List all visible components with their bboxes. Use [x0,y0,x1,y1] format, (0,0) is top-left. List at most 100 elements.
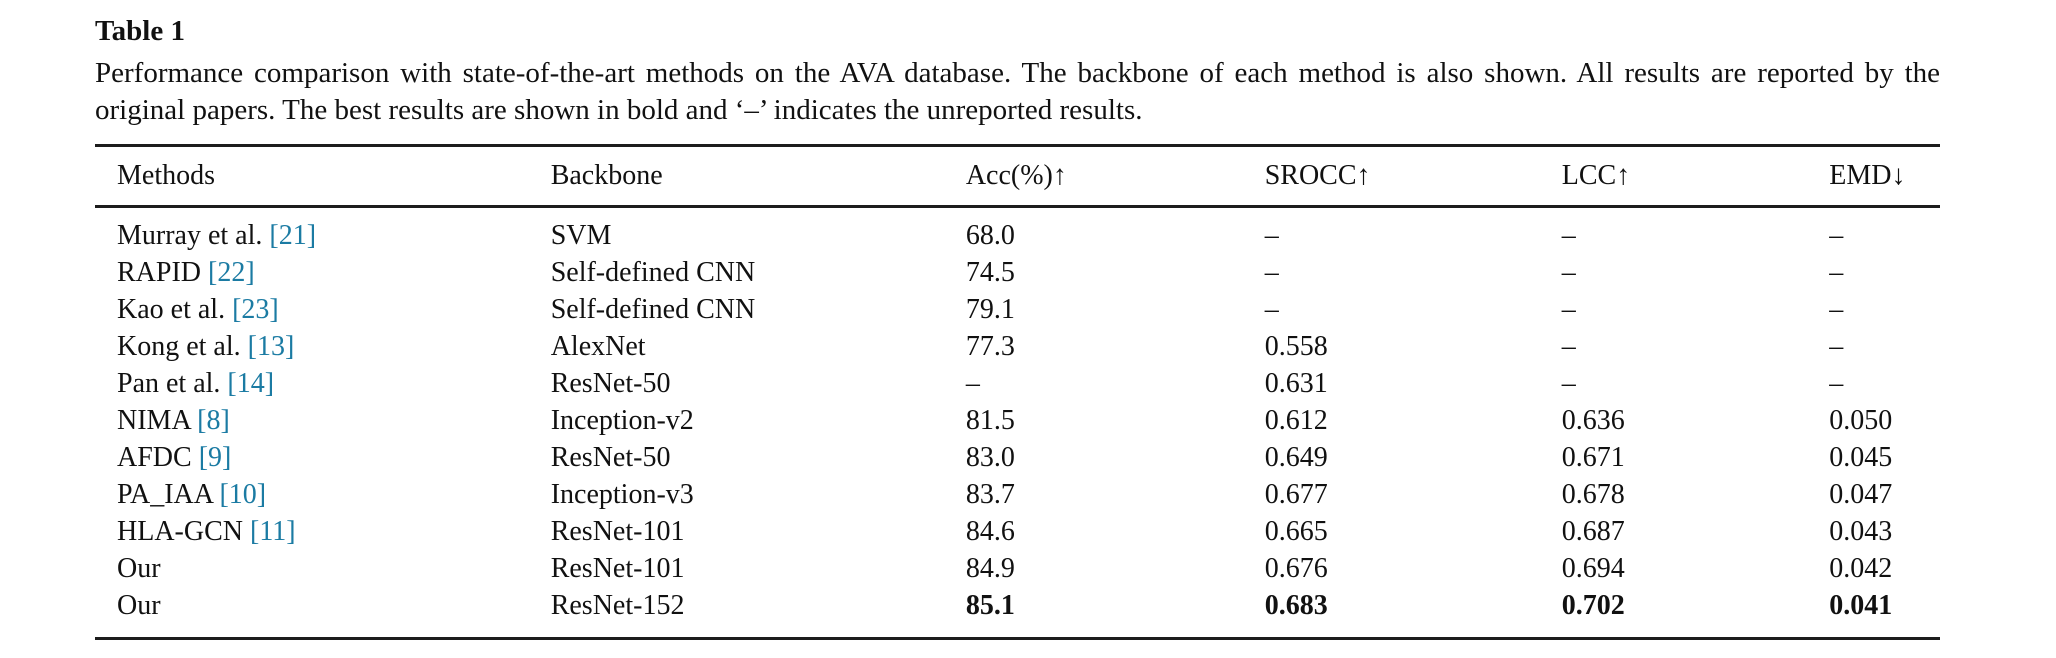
citation-link[interactable]: [22] [208,257,255,288]
table-row: NIMA [8] Inception-v2 81.5 0.612 0.636 0… [95,402,1940,439]
table-row: AFDC [9] ResNet-50 83.0 0.649 0.671 0.04… [95,439,1940,476]
paper-table-block: Table 1 Performance comparison with stat… [95,14,1940,640]
cell-backbone: Inception-v2 [550,405,694,436]
cell-acc: 84.6 [965,516,1015,547]
cell-emd: 0.043 [1829,516,1893,547]
cell-emd: 0.050 [1829,405,1893,436]
citation-link[interactable]: [10] [219,479,267,510]
cell-lcc: 0.702 [1561,590,1625,621]
citation-link[interactable]: [14] [227,368,275,399]
cell-emd: – [1829,368,1844,399]
cell-lcc: – [1561,220,1576,251]
method-name: Pan et al. [117,368,221,399]
cell-srocc: 0.631 [1264,368,1328,399]
col-header-acc: Acc(%)↑ [965,145,1265,208]
col-header-lcc: LCC↑ [1561,145,1830,208]
cell-srocc: – [1264,220,1279,251]
cell-srocc: 0.612 [1264,405,1328,436]
cell-lcc: 0.694 [1561,553,1625,584]
cell-backbone: ResNet-101 [550,553,685,584]
cell-backbone: ResNet-50 [550,368,671,399]
cell-srocc: 0.665 [1264,516,1328,547]
cell-lcc: – [1561,257,1576,288]
table-row: Murray et al. [21] SVM 68.0 – – – [95,207,1940,255]
table-row: HLA-GCN [11] ResNet-101 84.6 0.665 0.687… [95,513,1940,550]
citation-link[interactable]: [9] [198,442,232,473]
cell-backbone: Self-defined CNN [550,257,756,288]
cell-emd: – [1829,257,1844,288]
citation-link[interactable]: [21] [269,220,317,251]
cell-lcc: 0.687 [1561,516,1625,547]
method-name: PA_IAA [117,479,213,510]
cell-srocc: 0.676 [1264,553,1328,584]
cell-method: Our [95,587,551,639]
method-name: NIMA [117,405,191,436]
cell-lcc: 0.678 [1561,479,1625,510]
method-name: Kong et al. [117,331,241,362]
cell-method: Murray et al. [21] [95,207,551,255]
cell-srocc: – [1264,294,1279,325]
citation-link[interactable]: [13] [247,331,295,362]
method-name: RAPID [117,257,202,288]
cell-method: PA_IAA [10] [95,476,551,513]
method-name: Murray et al. [117,220,263,251]
citation-link[interactable]: [23] [232,294,279,325]
results-table: Methods Backbone Acc(%)↑ SROCC↑ LCC↑ EMD… [95,144,1940,640]
method-name: HLA-GCN [117,516,243,547]
method-name: Our [117,590,161,621]
cell-emd: – [1829,294,1844,325]
cell-backbone: Inception-v3 [550,479,694,510]
cell-acc: 83.0 [965,442,1015,473]
col-header-srocc: SROCC↑ [1264,145,1562,208]
cell-method: Kong et al. [13] [95,328,551,365]
cell-emd: 0.041 [1829,590,1893,621]
cell-acc: 83.7 [965,479,1015,510]
table-row: RAPID [22] Self-defined CNN 74.5 – – – [95,254,1940,291]
cell-method: Kao et al. [23] [95,291,551,328]
cell-acc: – [965,368,980,399]
table-label: Table 1 [95,15,185,47]
cell-srocc: 0.683 [1264,590,1328,621]
cell-method: Our [95,550,551,587]
table-body: Murray et al. [21] SVM 68.0 – – – RAPID … [95,207,1940,639]
cell-emd: – [1829,220,1844,251]
table-caption: Performance comparison with state-of-the… [95,57,1940,126]
cell-srocc: 0.649 [1264,442,1328,473]
table-row: Our ResNet-101 84.9 0.676 0.694 0.042 [95,550,1940,587]
cell-backbone: AlexNet [550,331,646,362]
cell-method: RAPID [22] [95,254,551,291]
cell-lcc: – [1561,368,1576,399]
cell-lcc: – [1561,331,1576,362]
cell-lcc: 0.636 [1561,405,1625,436]
cell-srocc: 0.677 [1264,479,1328,510]
citation-link[interactable]: [11] [250,516,296,547]
cell-acc: 74.5 [965,257,1015,288]
cell-srocc: – [1264,257,1279,288]
cell-acc: 81.5 [965,405,1015,436]
cell-emd: 0.047 [1829,479,1893,510]
cell-backbone: Self-defined CNN [550,294,756,325]
cell-emd: 0.045 [1829,442,1893,473]
cell-emd: – [1829,331,1844,362]
method-name: Kao et al. [117,294,226,325]
col-header-emd: EMD↓ [1829,145,1940,208]
citation-link[interactable]: [8] [197,405,230,436]
table-row-best: Our ResNet-152 85.1 0.683 0.702 0.041 [95,587,1940,639]
cell-acc: 84.9 [965,553,1015,584]
col-header-methods: Methods [95,145,551,208]
cell-lcc: 0.671 [1561,442,1625,473]
cell-acc: 77.3 [965,331,1015,362]
cell-acc: 85.1 [965,590,1015,621]
cell-acc: 68.0 [965,220,1015,251]
cell-srocc: 0.558 [1264,331,1328,362]
table-row: Kao et al. [23] Self-defined CNN 79.1 – … [95,291,1940,328]
table-row: Kong et al. [13] AlexNet 77.3 0.558 – – [95,328,1940,365]
col-header-backbone: Backbone [550,145,966,208]
cell-backbone: ResNet-50 [550,442,671,473]
cell-method: NIMA [8] [95,402,551,439]
cell-method: Pan et al. [14] [95,365,551,402]
cell-emd: 0.042 [1829,553,1893,584]
cell-backbone: ResNet-152 [550,590,685,621]
table-row: PA_IAA [10] Inception-v3 83.7 0.677 0.67… [95,476,1940,513]
method-name: AFDC [117,442,192,473]
